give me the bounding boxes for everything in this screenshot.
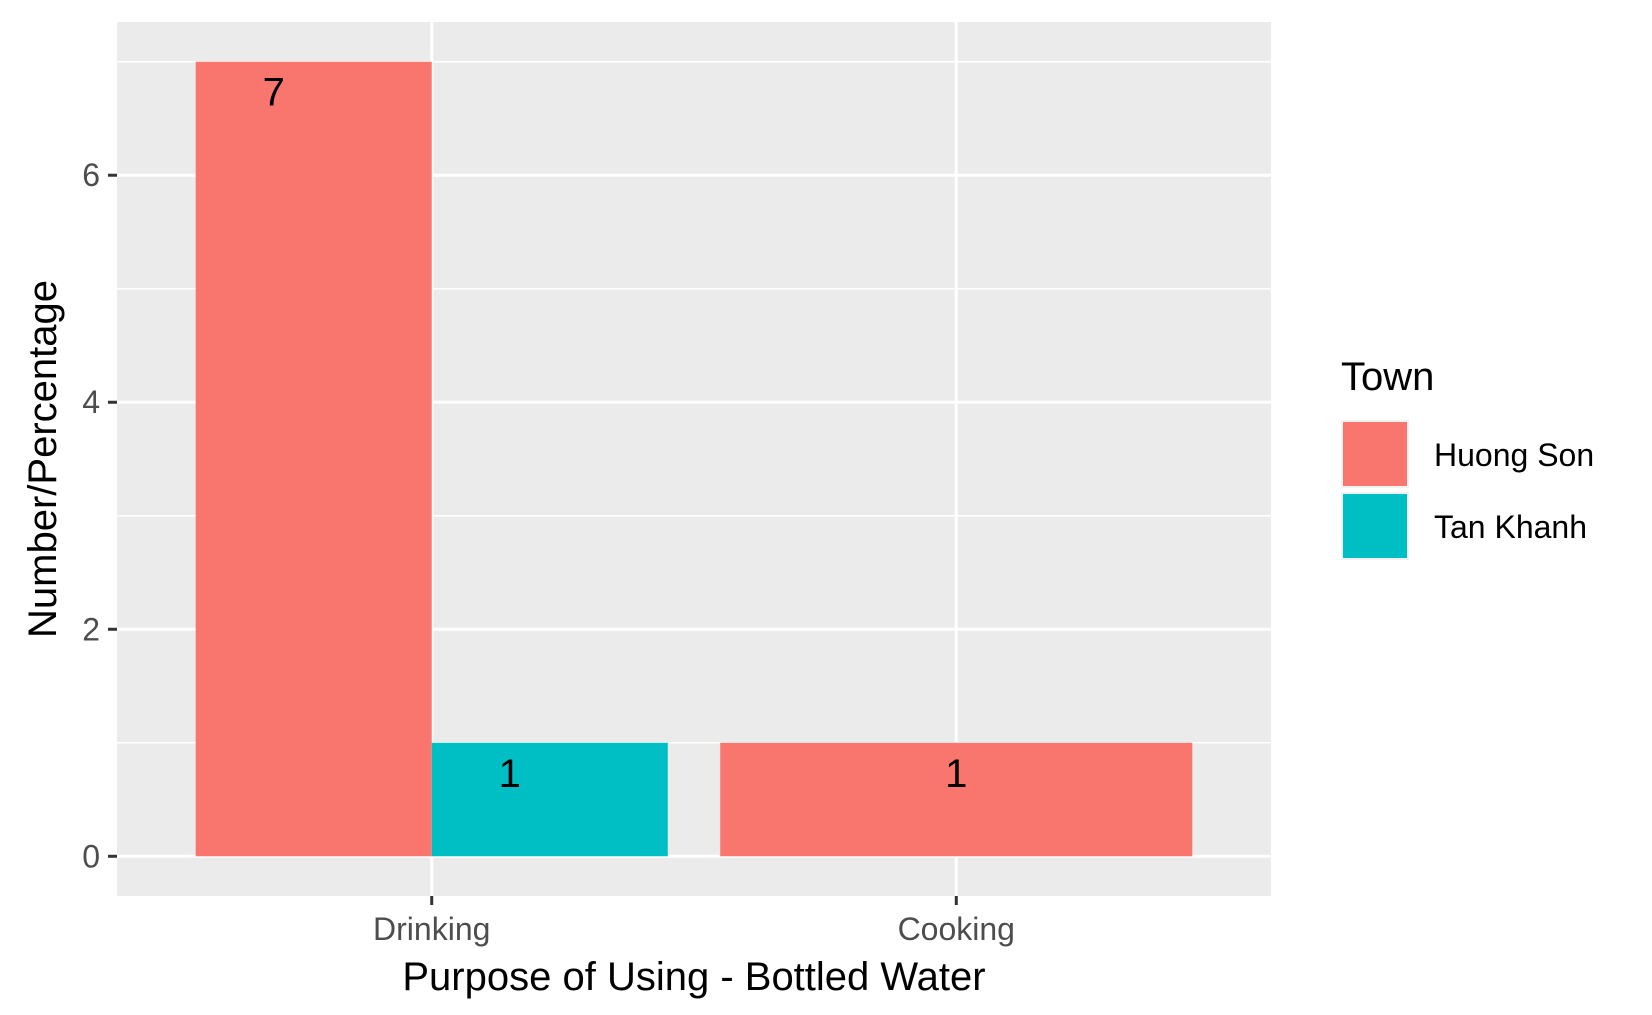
y-axis: 0 2 4 6 — [82, 157, 117, 874]
y-tick-label: 0 — [82, 838, 100, 874]
x-tick-label-cooking: Cooking — [898, 911, 1015, 947]
legend-label: Tan Khanh — [1434, 509, 1587, 545]
y-tick-label: 2 — [82, 611, 100, 647]
legend-title: Town — [1341, 355, 1434, 399]
bar-huong-son-drinking — [195, 61, 432, 857]
bars — [195, 61, 1193, 857]
bar-tan-khanh-drinking — [431, 742, 668, 857]
x-axis: Drinking Cooking — [373, 896, 1015, 947]
y-tick-label: 6 — [82, 157, 100, 193]
y-axis-title: Number/Percentage — [21, 280, 65, 638]
y-tick-label: 4 — [82, 384, 100, 420]
legend-key-tan-khanh — [1343, 494, 1407, 558]
data-labels: 7 1 1 — [263, 71, 968, 796]
legend-key-huong-son — [1343, 422, 1407, 486]
x-axis-title: Purpose of Using - Bottled Water — [402, 955, 985, 999]
x-tick-label-drinking: Drinking — [373, 911, 490, 947]
bar-huong-son-cooking — [720, 742, 1193, 857]
data-label: 7 — [263, 71, 285, 115]
legend: Town Huong Son Tan Khanh — [1341, 355, 1594, 560]
data-label: 1 — [499, 752, 521, 796]
data-label: 1 — [945, 752, 967, 796]
legend-label: Huong Son — [1434, 437, 1594, 473]
